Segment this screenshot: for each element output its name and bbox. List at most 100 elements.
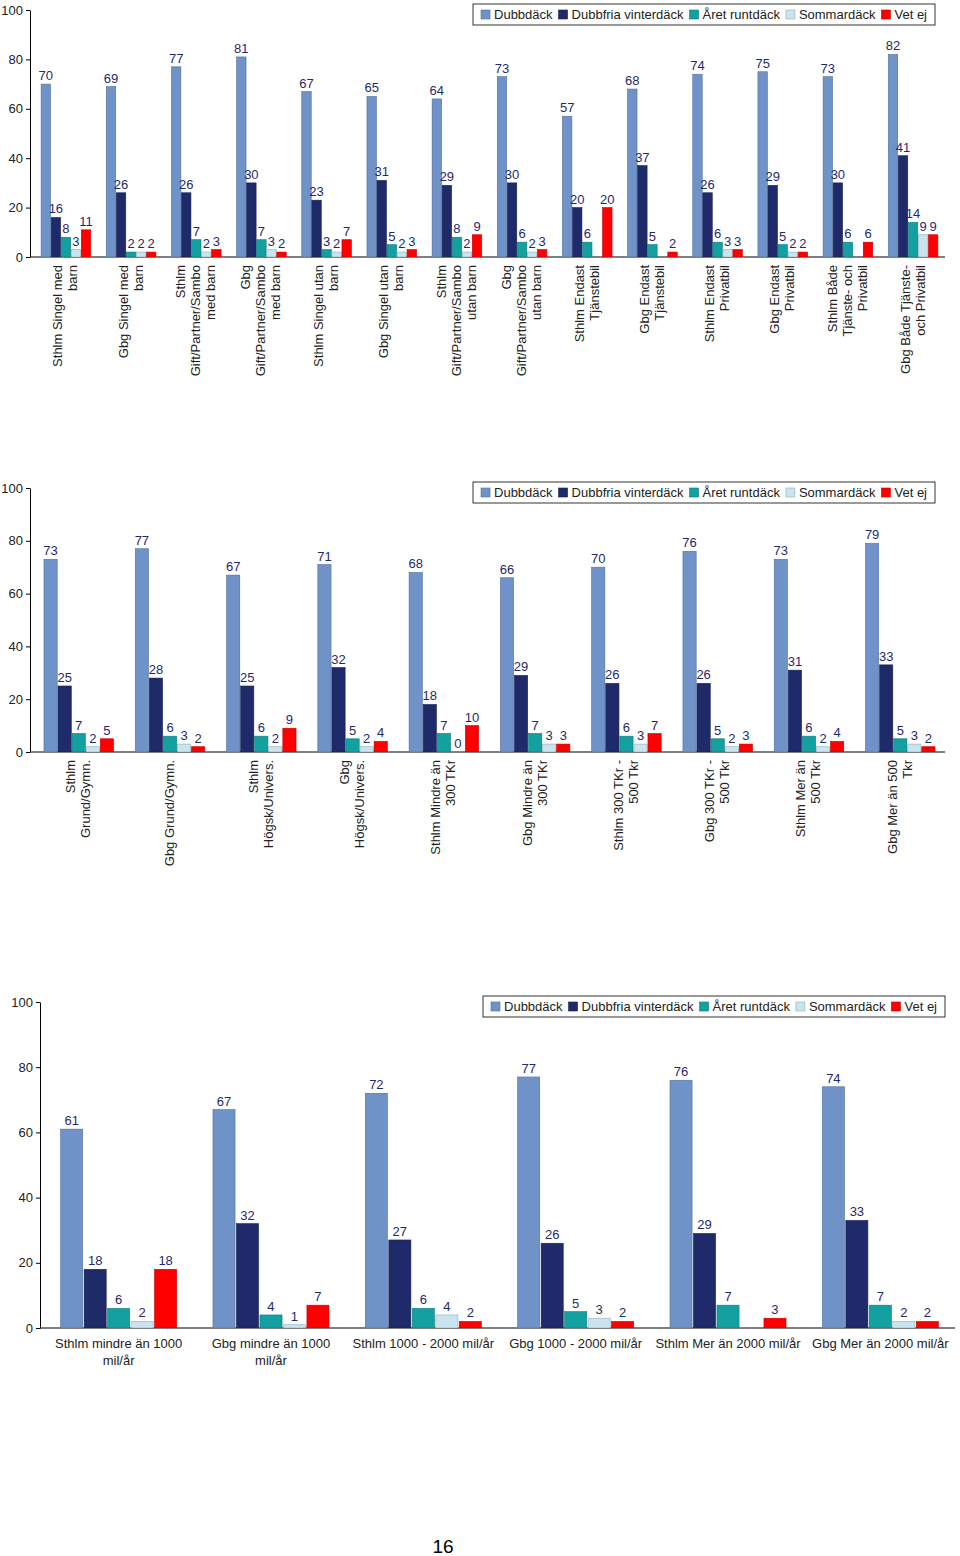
- bar: [307, 1305, 329, 1328]
- data-label: 3: [734, 234, 741, 249]
- data-label: 5: [897, 723, 904, 738]
- bar: [908, 222, 917, 257]
- y-tick: 40: [9, 639, 30, 654]
- data-label: 9: [919, 219, 926, 234]
- bar: [693, 74, 702, 257]
- y-tick-mark: [36, 1002, 40, 1003]
- bar: [778, 245, 787, 257]
- data-label: 73: [495, 61, 509, 76]
- y-tick-label: 80: [9, 533, 23, 548]
- bar: [670, 1080, 692, 1328]
- data-label: 77: [135, 533, 149, 548]
- x-tick-label: Gbg mindre än 1000mil/år: [212, 1336, 331, 1368]
- legend-swatch: [559, 10, 568, 19]
- legend-item: Dubbfria vinterdäck: [559, 7, 684, 22]
- bar: [387, 245, 396, 257]
- data-label: 72: [369, 1077, 383, 1092]
- y-tick-mark: [26, 59, 30, 60]
- data-label: 76: [682, 535, 696, 550]
- bar: [108, 1308, 130, 1328]
- legend-item: Dubbfria vinterdäck: [569, 999, 694, 1014]
- data-label: 76: [674, 1064, 688, 1079]
- y-tick-mark: [36, 1132, 40, 1133]
- x-tick-label: Gbg 300 TKr -500 Tkr: [702, 759, 732, 842]
- data-label: 26: [179, 177, 193, 192]
- data-label: 74: [690, 58, 704, 73]
- data-label: 7: [877, 1289, 884, 1304]
- bar: [149, 678, 162, 752]
- y-tick-mark: [26, 208, 30, 209]
- legend-swatch: [881, 488, 890, 497]
- bars: [41, 54, 938, 257]
- page: 0204060801007069778167656473576874757382…: [0, 0, 960, 1556]
- bar: [135, 549, 148, 752]
- x-tick-label: Sthlm EndastTjänstebil: [572, 265, 602, 343]
- data-label: 67: [217, 1094, 231, 1109]
- data-label: 5: [388, 229, 395, 244]
- data-label: 3: [408, 234, 415, 249]
- x-tick-label: Sthlm Mindre än300 TKr: [428, 759, 458, 854]
- y-axis: 020406080100: [11, 995, 40, 1336]
- legend-label: Dubbfria vinterdäck: [572, 7, 684, 22]
- data-label: 2: [278, 236, 285, 251]
- data-label: 25: [240, 670, 254, 685]
- bar: [377, 180, 386, 257]
- x-tick-label: Gbg Singel medbarn: [116, 265, 146, 358]
- data-label: 2: [529, 236, 536, 251]
- data-label: 3: [213, 234, 220, 249]
- bar: [788, 252, 797, 257]
- data-label: 2: [799, 236, 806, 251]
- x-tick-label: Gbg Mer än 500Tkr: [885, 759, 915, 854]
- data-label: 7: [314, 1289, 321, 1304]
- data-label: 9: [286, 712, 293, 727]
- x-tick-label: GbgGift/Partner/Sambomed barn: [238, 265, 283, 376]
- bar: [774, 559, 787, 752]
- y-axis: 020406080100: [1, 3, 30, 265]
- x-tick-label: Sthlm 300 TKr -500 Tkr: [611, 759, 641, 850]
- bar: [257, 240, 266, 257]
- y-tick-mark: [36, 1067, 40, 1068]
- data-label: 31: [788, 654, 802, 669]
- bars: [61, 1077, 939, 1328]
- bar: [192, 747, 205, 752]
- legend-item: Dubbdäck: [481, 7, 553, 22]
- bar: [843, 242, 852, 257]
- legend-item: Sommardäck: [786, 485, 876, 500]
- x-tick-label: Sthlm Singel medbarn: [50, 265, 80, 367]
- y-tick-label: 0: [16, 250, 23, 265]
- bar: [863, 242, 872, 257]
- data-label: 6: [420, 1292, 427, 1307]
- x-tick-labels: SthlmGrund/Gymn.Gbg Grund/Gymn.SthlmHögs…: [63, 759, 915, 866]
- data-label: 2: [619, 1305, 626, 1320]
- bar: [332, 252, 341, 257]
- series-bars: [155, 1269, 939, 1328]
- legend: DubbdäckDubbfria vinterdäckÅret runtdäck…: [473, 4, 935, 25]
- bar: [846, 1220, 868, 1328]
- data-label: 3: [596, 1302, 603, 1317]
- chart: 0204060801006167727776741832272629336465…: [11, 995, 955, 1368]
- data-label: 32: [240, 1208, 254, 1223]
- data-label: 33: [879, 649, 893, 664]
- bar: [277, 252, 286, 257]
- data-labels: 7069778167656473576874757382162626302331…: [39, 38, 937, 251]
- bar: [267, 250, 276, 257]
- data-label: 23: [309, 184, 323, 199]
- legend-label: Dubbdäck: [504, 999, 563, 1014]
- x-tick-label: Gbg EndastTjänstebil: [637, 265, 667, 334]
- bar: [592, 567, 605, 752]
- bar: [500, 578, 513, 752]
- y-tick: 80: [9, 533, 30, 548]
- data-label: 7: [343, 224, 350, 239]
- data-label: 3: [771, 1302, 778, 1317]
- y-tick-label: 0: [16, 745, 23, 760]
- data-label: 2: [728, 731, 735, 746]
- data-label: 2: [272, 731, 279, 746]
- chart: 0204060801007069778167656473576874757382…: [1, 3, 945, 377]
- y-tick-label: 0: [26, 1321, 33, 1336]
- data-label: 3: [724, 234, 731, 249]
- data-label: 3: [72, 234, 79, 249]
- bar: [758, 72, 767, 257]
- data-label: 2: [398, 236, 405, 251]
- data-label: 61: [64, 1113, 78, 1128]
- y-tick-label: 60: [9, 586, 23, 601]
